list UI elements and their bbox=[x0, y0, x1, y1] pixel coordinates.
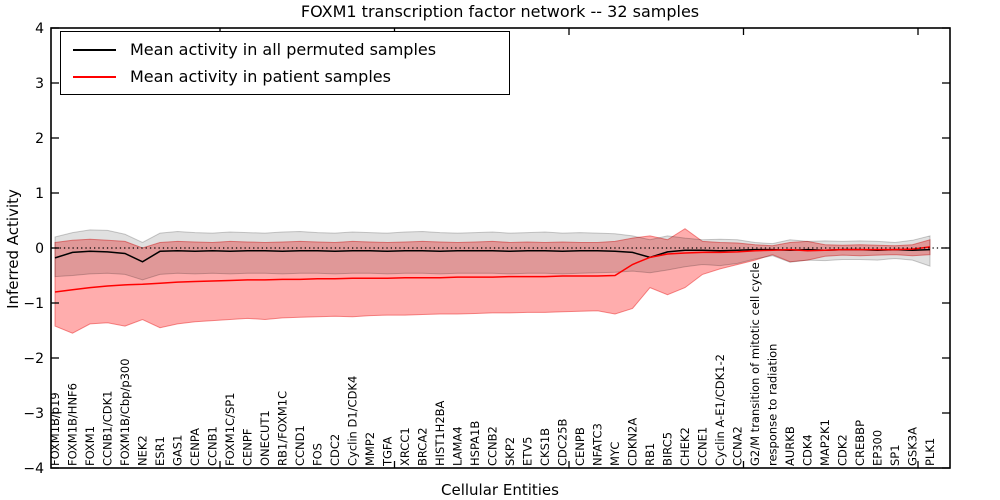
legend: Mean activity in all permuted samples Me… bbox=[60, 31, 510, 95]
x-entity-label: SKP2 bbox=[503, 437, 517, 466]
x-entity-label: CCND1 bbox=[293, 425, 307, 466]
x-entity-label: CCNE1 bbox=[695, 427, 709, 466]
y-tick-label: −4 bbox=[23, 461, 44, 477]
x-entity-label: BRCA2 bbox=[415, 427, 429, 466]
x-entity-label: CDK2 bbox=[835, 434, 849, 466]
legend-label-patient: Mean activity in patient samples bbox=[130, 67, 391, 86]
x-entity-label: ESR1 bbox=[153, 436, 167, 466]
x-entity-label: HSPA1B bbox=[468, 421, 482, 466]
x-entity-label: MAP2K1 bbox=[818, 419, 832, 466]
patient-band bbox=[54, 228, 931, 334]
legend-line-permuted-icon bbox=[73, 48, 116, 51]
x-entity-label: RB1/FOXM1C bbox=[275, 391, 289, 466]
x-entity-label: MYC bbox=[608, 442, 622, 466]
x-entity-label: CKS1B bbox=[538, 428, 552, 466]
legend-item-permuted: Mean activity in all permuted samples bbox=[61, 36, 509, 63]
x-entity-label: GAS1 bbox=[170, 435, 184, 466]
legend-label-permuted: Mean activity in all permuted samples bbox=[130, 40, 437, 59]
x-entity-label: HIST1H2BA bbox=[433, 400, 447, 466]
x-entity-label: TGFA bbox=[380, 437, 394, 467]
x-entity-label: ONECUT1 bbox=[258, 410, 272, 466]
y-tick-label: 2 bbox=[35, 131, 44, 147]
y-tick-label: 4 bbox=[35, 21, 44, 37]
permuted-band bbox=[54, 229, 931, 281]
x-entity-label: CDC2 bbox=[328, 434, 342, 466]
x-entity-label: NEK2 bbox=[135, 435, 149, 466]
x-entity-label: RB1 bbox=[643, 443, 657, 466]
x-entity-label: MMP2 bbox=[363, 432, 377, 466]
x-entity-label: CDKN2A bbox=[625, 418, 639, 466]
x-entity-label: BIRC5 bbox=[660, 432, 674, 466]
x-entity-label: CHEK2 bbox=[678, 427, 692, 466]
x-entity-label: SP1 bbox=[888, 444, 902, 466]
x-entity-label: response to radiation bbox=[765, 344, 779, 466]
y-tick-label: −3 bbox=[23, 406, 44, 422]
x-entity-label: FOXM1B/p19 bbox=[48, 392, 62, 466]
x-entity-label: XRCC1 bbox=[398, 427, 412, 466]
x-entity-label: CDK4 bbox=[800, 434, 814, 466]
x-entity-label: Cyclin D1/CDK4 bbox=[345, 376, 359, 466]
x-entity-label: Cyclin A-E1/CDK1-2 bbox=[713, 354, 727, 466]
x-entity-label: CREBBP bbox=[853, 420, 867, 466]
x-entity-label: FOXM1 bbox=[83, 426, 97, 466]
y-tick-label: −2 bbox=[23, 351, 44, 367]
x-entity-label: FOS bbox=[310, 443, 324, 466]
x-entity-label: ETV5 bbox=[520, 437, 534, 466]
x-axis-label: Cellular Entities bbox=[441, 481, 559, 499]
x-entity-label: CCNA2 bbox=[730, 426, 744, 466]
x-entity-label: FOXM1B/HNF6 bbox=[65, 383, 79, 466]
x-entity-label: CCNB1 bbox=[205, 426, 219, 466]
y-tick-label: 0 bbox=[35, 241, 44, 257]
x-entity-label: FOXM1B/Cbp/p300 bbox=[118, 358, 132, 466]
y-tick-label: −1 bbox=[23, 296, 44, 312]
x-entity-label: CCNB1/CDK1 bbox=[100, 391, 114, 467]
x-entity-label: LAMA4 bbox=[450, 426, 464, 466]
chart-title: FOXM1 transcription factor network -- 32… bbox=[300, 2, 700, 21]
x-entity-label: FOXM1C/SP1 bbox=[223, 392, 237, 466]
x-entity-label: GSK3A bbox=[905, 427, 919, 466]
x-entity-label: AURKB bbox=[783, 426, 797, 466]
y-axis-label: Inferred Activity bbox=[4, 189, 22, 309]
legend-item-patient: Mean activity in patient samples bbox=[61, 63, 509, 90]
x-entity-label: PLK1 bbox=[923, 438, 937, 466]
x-entity-label: CDC25B bbox=[555, 418, 569, 466]
x-entity-label: CENPF bbox=[240, 429, 254, 466]
x-entity-label: NFATC3 bbox=[590, 423, 604, 466]
x-entity-label: CENPA bbox=[188, 428, 202, 466]
x-entity-label: G2/M transition of mitotic cell cycle bbox=[748, 262, 762, 466]
x-entity-label: EP300 bbox=[870, 430, 884, 466]
x-entity-label: CCNB2 bbox=[485, 426, 499, 466]
patient-mean-line bbox=[54, 246, 931, 293]
y-tick-label: 3 bbox=[35, 76, 44, 92]
x-entity-label: CENPB bbox=[573, 427, 587, 466]
legend-line-patient-icon bbox=[73, 75, 116, 78]
y-tick-label: 1 bbox=[35, 186, 44, 202]
